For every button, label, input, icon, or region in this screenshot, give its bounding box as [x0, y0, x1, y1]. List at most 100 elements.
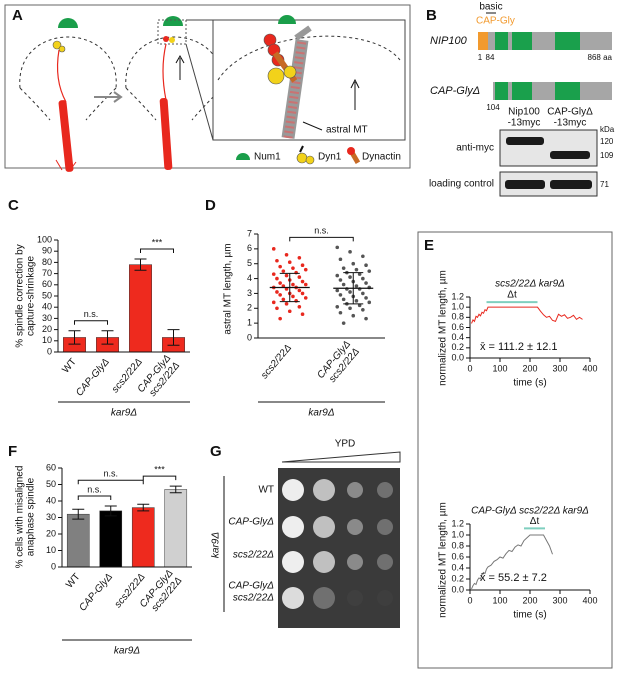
y-tick-label: 5 — [247, 258, 252, 268]
cap-gly-label: CAP-Gly — [476, 16, 515, 27]
interval-label: Δt — [507, 290, 517, 301]
y-tick-label: 30 — [46, 512, 56, 522]
y-tick-label: 40 — [46, 495, 56, 505]
y-tick-label: 20 — [42, 324, 52, 334]
data-point — [281, 269, 286, 273]
x-tick-label: scs2/22Δ — [259, 342, 294, 381]
x-tick-label: 200 — [522, 595, 537, 605]
data-point — [348, 250, 352, 254]
blot-row-label: anti-myc — [456, 143, 494, 154]
y-tick-label: 60 — [42, 279, 52, 289]
chart-title: scs2/22Δ kar9Δ — [495, 279, 565, 290]
y-tick-label: 0 — [247, 332, 252, 342]
x-tick-label: 200 — [522, 363, 537, 373]
data-point — [348, 275, 352, 279]
y-tick-label: 0.2 — [451, 342, 464, 352]
spot — [313, 551, 335, 573]
data-point — [278, 316, 282, 321]
legend-label: Dyn1 — [318, 152, 342, 163]
panel-a-frame — [4, 4, 411, 169]
construct-name: NIP100 — [430, 35, 468, 47]
row-label: scs2/22Δ — [233, 550, 274, 561]
lane-label: -13myc — [508, 118, 541, 129]
group-label: kar9Δ — [211, 532, 222, 558]
data-point — [278, 293, 282, 297]
x-tick-label: 300 — [552, 595, 567, 605]
data-point — [303, 296, 308, 300]
error-bar — [104, 505, 117, 517]
data-point — [297, 305, 302, 309]
data-point — [275, 258, 279, 263]
data-point — [294, 299, 298, 303]
data-point — [361, 291, 365, 296]
data-point — [291, 282, 295, 287]
y-tick-label: 80 — [42, 257, 52, 267]
y-tick-label: 0.6 — [451, 551, 464, 561]
sd-bar — [279, 272, 300, 303]
spot — [313, 479, 335, 501]
data-point — [297, 255, 302, 260]
y-tick-label: 100 — [37, 234, 52, 244]
data-point — [275, 290, 279, 294]
legend-label: Num1 — [254, 152, 281, 163]
data-point — [275, 306, 279, 311]
construct-name: CAP-GlyΔ — [430, 85, 480, 97]
data-point — [294, 270, 298, 275]
spot — [347, 590, 363, 606]
marker-label: 109 — [600, 151, 614, 160]
spot — [377, 482, 393, 498]
y-tick-label: 0.2 — [451, 573, 464, 583]
basic-label: basic — [479, 2, 502, 13]
error-bar — [72, 508, 85, 520]
data-point — [300, 263, 305, 268]
panel-label: D — [205, 197, 216, 214]
lane-label: -13myc — [554, 118, 587, 129]
spot — [347, 519, 363, 535]
data-point — [364, 316, 368, 321]
spot — [282, 587, 304, 609]
spot — [347, 482, 363, 498]
y-tick-label: 90 — [42, 246, 52, 256]
lane-label: CAP-GlyΔ — [547, 107, 593, 118]
spot — [313, 516, 335, 538]
data-point — [338, 257, 343, 262]
panel-label: G — [210, 443, 222, 460]
data-point — [357, 272, 362, 276]
kda-label: kDa — [600, 125, 615, 134]
data-point — [341, 297, 346, 302]
data-point — [335, 288, 340, 293]
data-point — [341, 282, 346, 287]
data-point — [364, 281, 368, 285]
significance-label: n.s. — [103, 469, 118, 479]
x-tick-label: CAP-GlyΔ — [77, 571, 115, 613]
data-point — [367, 300, 372, 305]
data-point — [284, 302, 289, 306]
data-point — [271, 300, 276, 305]
marker-label: 71 — [600, 180, 609, 189]
data-point — [341, 321, 346, 325]
y-axis-label: anaphase spindle — [26, 477, 37, 556]
significance-label: *** — [152, 237, 163, 247]
error-bar — [169, 485, 182, 494]
panel-label: E — [424, 237, 434, 254]
data-point — [364, 296, 368, 300]
significance-label: *** — [154, 465, 165, 475]
significance-bracket — [77, 495, 112, 500]
data-point — [361, 276, 365, 281]
data-point — [335, 305, 340, 309]
data-point — [297, 288, 302, 293]
data-point — [291, 294, 295, 299]
significance-label: n.s. — [87, 484, 102, 494]
data-point — [338, 310, 343, 315]
y-tick-label: 1.0 — [451, 529, 464, 539]
significance-bracket — [289, 236, 354, 242]
data-point — [303, 267, 308, 272]
x-tick-label: 100 — [492, 595, 507, 605]
chart-title: CAP-GlyΔ scs2/22Δ kar9Δ — [471, 506, 589, 517]
error-bar — [137, 503, 150, 512]
x-tick-label: WT — [60, 357, 78, 376]
y-tick-label: 0.4 — [451, 562, 464, 572]
group-label: kar9Δ — [111, 408, 137, 419]
y-tick-label: 3 — [247, 288, 252, 298]
data-point — [291, 266, 295, 270]
